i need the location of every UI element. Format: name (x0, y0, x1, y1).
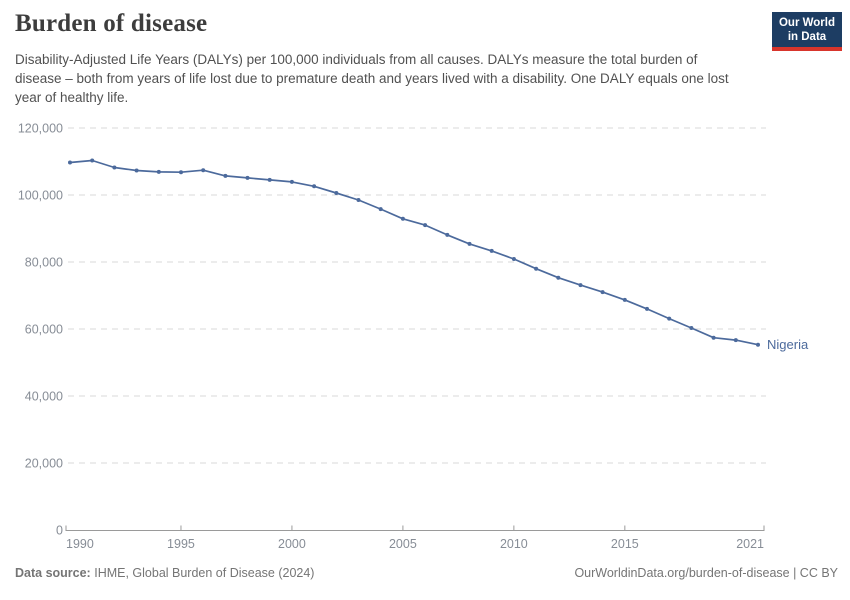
y-tick-label: 120,000 (18, 122, 63, 136)
data-point-marker[interactable] (423, 223, 428, 228)
x-tick-label: 2000 (278, 537, 306, 551)
y-tick-label: 20,000 (25, 457, 63, 471)
data-point-marker[interactable] (68, 160, 72, 165)
data-point-marker[interactable] (156, 169, 161, 174)
y-tick-label: 80,000 (25, 256, 63, 270)
data-point-marker[interactable] (689, 326, 694, 330)
series-line[interactable] (69, 159, 759, 346)
data-point-marker[interactable] (245, 175, 250, 180)
x-tick-label: 2010 (500, 537, 528, 551)
series-nigeria[interactable]: Nigeria (68, 158, 809, 353)
data-point-marker[interactable] (622, 297, 627, 302)
data-point-marker[interactable] (223, 173, 228, 178)
owid-logo-text: Our World in Data (772, 12, 842, 47)
data-point-marker[interactable] (267, 177, 272, 182)
data-point-marker[interactable] (733, 338, 738, 343)
owid-logo-line1: Our World (778, 17, 835, 29)
owid-logo-line2: in Data (787, 31, 827, 43)
y-axis-tick-labels: 0 20,000 40,000 60,000 80,000 100,000 120,000 (18, 122, 63, 538)
data-point-marker[interactable] (711, 335, 716, 340)
data-point-marker[interactable] (334, 191, 339, 195)
y-tick-label: 40,000 (25, 390, 63, 404)
data-point-marker[interactable] (378, 207, 383, 212)
data-source-text: IHME, Global Burden of Disease (2024) (94, 566, 315, 580)
data-point-marker[interactable] (556, 275, 561, 280)
y-tick-label: 100,000 (18, 189, 63, 203)
data-point-marker[interactable] (445, 232, 450, 237)
data-point-marker[interactable] (312, 184, 317, 189)
x-tick-label: 1990 (66, 537, 94, 551)
chart-subtitle: Disability-Adjusted Life Years (DALYs) p… (15, 52, 729, 105)
data-point-marker[interactable] (756, 342, 760, 347)
data-point-marker[interactable] (645, 306, 649, 311)
owid-url-link[interactable]: OurWorldinData.org/burden-of-disease | C… (574, 566, 838, 580)
data-point-marker[interactable] (201, 168, 206, 173)
y-gridlines (68, 127, 766, 464)
x-tick-label: 1995 (167, 537, 195, 551)
data-source: Data source: IHME, Global Burden of Dise… (15, 566, 314, 580)
data-point-marker[interactable] (467, 241, 472, 246)
entity-label[interactable]: Nigeria (767, 337, 809, 352)
data-point-marker[interactable] (90, 158, 95, 163)
x-tick-label: 2005 (389, 537, 417, 551)
y-tick-label: 0 (56, 524, 63, 538)
data-point-marker[interactable] (600, 290, 605, 295)
x-tick-label: 2021 (736, 537, 764, 551)
data-point-marker[interactable] (578, 283, 583, 288)
x-tick-label: 2015 (611, 537, 639, 551)
data-source-label: Data source: (15, 566, 91, 580)
data-point-marker[interactable] (134, 168, 139, 173)
data-point-marker[interactable] (112, 165, 117, 170)
data-point-marker[interactable] (489, 248, 494, 253)
data-point-marker[interactable] (400, 216, 405, 221)
data-point-marker[interactable] (179, 170, 183, 175)
x-axis-tick-labels: 1990 1995 2000 2005 2010 2015 2021 (66, 537, 764, 551)
x-axis-line (65, 525, 765, 531)
owid-logo[interactable]: Our World in Data (772, 12, 842, 51)
x-axis (65, 525, 765, 531)
data-point-marker[interactable] (534, 266, 539, 271)
data-point-marker[interactable] (667, 316, 672, 321)
page-title: Burden of disease (15, 10, 208, 37)
data-point-marker[interactable] (356, 198, 361, 202)
chart-footer: Data source: IHME, Global Burden of Dise… (15, 566, 838, 580)
data-point-marker[interactable] (289, 179, 294, 184)
data-point-marker[interactable] (511, 257, 516, 261)
y-tick-label: 60,000 (25, 323, 63, 337)
